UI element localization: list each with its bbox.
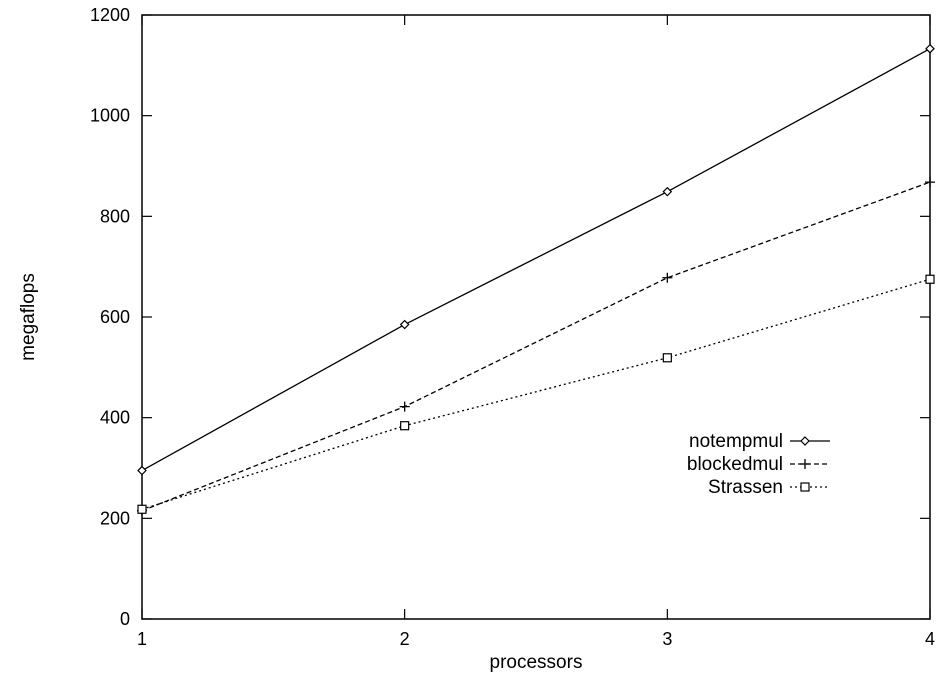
data-point-notempmul: [925, 43, 935, 54]
x-tick-label: 2: [400, 629, 410, 649]
legend-label: notempmul: [689, 431, 783, 452]
x-axis-title: processors: [490, 652, 583, 673]
x-tick-label: 3: [662, 629, 672, 649]
legend-swatch-marker: [800, 482, 810, 492]
data-point-Strassen: [925, 274, 935, 284]
data-point-blockedmul: [925, 177, 935, 188]
y-tick-label: 400: [100, 408, 130, 428]
y-tick-label: 200: [100, 508, 130, 528]
y-tick-label: 600: [100, 307, 130, 327]
legend-swatch-marker: [800, 459, 810, 469]
axis-ticks: 0 200 400 600 800 1000 1200 1 2 3 4: [90, 5, 935, 649]
series-markers: [137, 43, 935, 516]
y-tick-label: 0: [120, 609, 130, 629]
y-tick-label: 800: [100, 206, 130, 226]
series-line-notempmul: [141, 48, 931, 472]
y-tick-label: 1200: [90, 5, 130, 25]
legend-label: blockedmul: [687, 454, 783, 475]
series-lines: [141, 48, 931, 512]
data-point-notempmul: [399, 319, 410, 330]
data-point-Strassen: [662, 353, 672, 363]
data-point-Strassen: [400, 421, 410, 431]
series-line-blockedmul: [141, 181, 931, 512]
legend-label: Strassen: [708, 477, 783, 498]
x-tick-label: 4: [925, 629, 935, 649]
plot-frame: [141, 14, 931, 620]
data-point-blockedmul: [399, 401, 410, 412]
x-tick-label: 1: [137, 629, 147, 649]
data-point-notempmul: [137, 465, 147, 476]
data-point-blockedmul: [662, 272, 673, 283]
y-tick-label: 1000: [90, 106, 130, 126]
legend-swatch-marker: [800, 436, 810, 446]
data-point-notempmul: [662, 186, 673, 197]
y-axis-title: megaflops: [18, 273, 39, 361]
data-point-Strassen: [137, 504, 147, 514]
series-line-Strassen: [141, 278, 931, 510]
